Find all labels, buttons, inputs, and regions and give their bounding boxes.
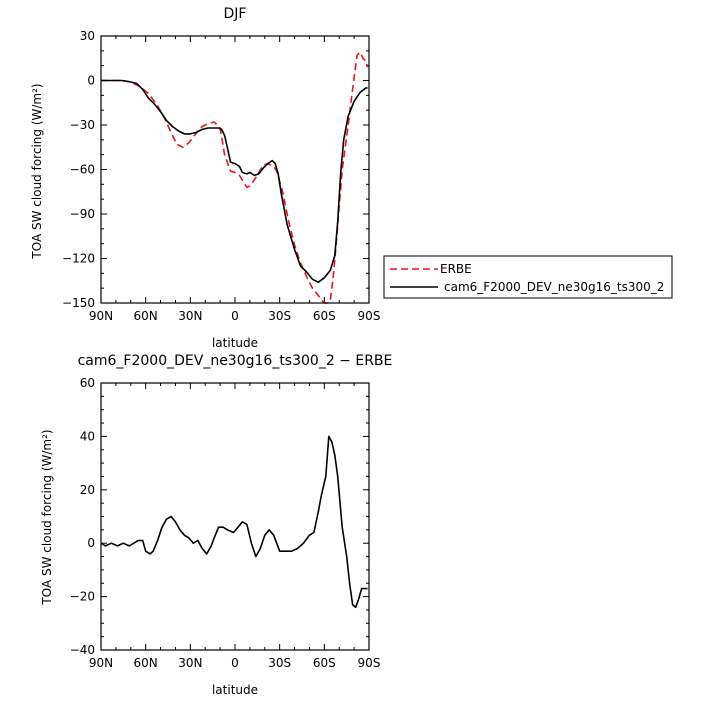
bottom-x-tick-label: 60N bbox=[134, 656, 158, 670]
top-series-line-model bbox=[101, 79, 368, 284]
bottom-x-tick-label: 30N bbox=[178, 656, 202, 670]
top-x-tick-label: 90N bbox=[89, 309, 113, 323]
top-plot-area: 90N 60N 30N 0 30S 60S 90S 30 0 −30 −60 −90 −120 −150 bbox=[62, 29, 380, 323]
bottom-x-tick-label: 90S bbox=[358, 656, 381, 670]
top-x-tick-label: 90S bbox=[358, 309, 381, 323]
top-y-tick-label: 30 bbox=[80, 29, 95, 43]
top-y-tick-label: −90 bbox=[70, 207, 95, 221]
top-y-tick-label: −150 bbox=[62, 296, 95, 310]
bottom-plot-frame bbox=[100, 382, 370, 651]
top-y-tick-label: −120 bbox=[62, 252, 95, 266]
bottom-y-tick-label: 20 bbox=[80, 483, 95, 497]
bottom-y-tick-label: −20 bbox=[70, 590, 95, 604]
bottom-series-line-difference bbox=[100, 435, 368, 609]
top-x-axis-label: latitude bbox=[212, 336, 258, 350]
bottom-y-tick-label: 40 bbox=[80, 429, 95, 443]
bottom-y-tick-label: 60 bbox=[80, 376, 95, 390]
top-x-tick-label: 0 bbox=[231, 309, 239, 323]
bottom-x-axis-label: latitude bbox=[212, 683, 258, 697]
top-x-tick-label: 30S bbox=[268, 309, 291, 323]
bottom-y-axis-label: TOA SW cloud forcing (W/m²) bbox=[40, 429, 54, 605]
bottom-y-tick-label: 0 bbox=[87, 536, 95, 550]
bottom-x-tick-label: 0 bbox=[231, 656, 239, 670]
top-x-tick-label: 60S bbox=[313, 309, 336, 323]
top-y-tick-label: −30 bbox=[70, 118, 95, 132]
top-panel: DJF latitude TOA SW cloud forcing (W/m²)… bbox=[30, 6, 380, 350]
top-y-tick-label: 0 bbox=[87, 74, 95, 88]
bottom-panel: cam6_F2000_DEV_ne30g16_ts300_2 − ERBE la… bbox=[40, 353, 392, 697]
legend-box bbox=[383, 255, 673, 299]
bottom-x-tick-label: 60S bbox=[313, 656, 336, 670]
top-x-tick-label: 30N bbox=[178, 309, 202, 323]
legend-label-erbe: ERBE bbox=[440, 262, 472, 276]
top-chart-title: DJF bbox=[224, 6, 247, 22]
bottom-x-tick-label: 30S bbox=[268, 656, 291, 670]
bottom-y-tick-label: −40 bbox=[70, 643, 95, 657]
top-y-tick-label: −60 bbox=[70, 163, 95, 177]
top-x-tick-label: 60N bbox=[134, 309, 158, 323]
legend: ERBE cam6_F2000_DEV_ne30g16_ts300_2 bbox=[383, 255, 673, 299]
top-y-axis-label: TOA SW cloud forcing (W/m²) bbox=[30, 83, 44, 259]
bottom-chart-title: cam6_F2000_DEV_ne30g16_ts300_2 − ERBE bbox=[78, 353, 393, 369]
top-plot-frame bbox=[100, 35, 370, 304]
bottom-x-tick-label: 90N bbox=[89, 656, 113, 670]
legend-label-model: cam6_F2000_DEV_ne30g16_ts300_2 bbox=[444, 280, 664, 294]
top-series-line-erbe bbox=[101, 51, 369, 304]
bottom-plot-area: 90N 60N 30N 0 30S 60S 90S 60 40 20 0 −20 −40 bbox=[70, 376, 381, 670]
